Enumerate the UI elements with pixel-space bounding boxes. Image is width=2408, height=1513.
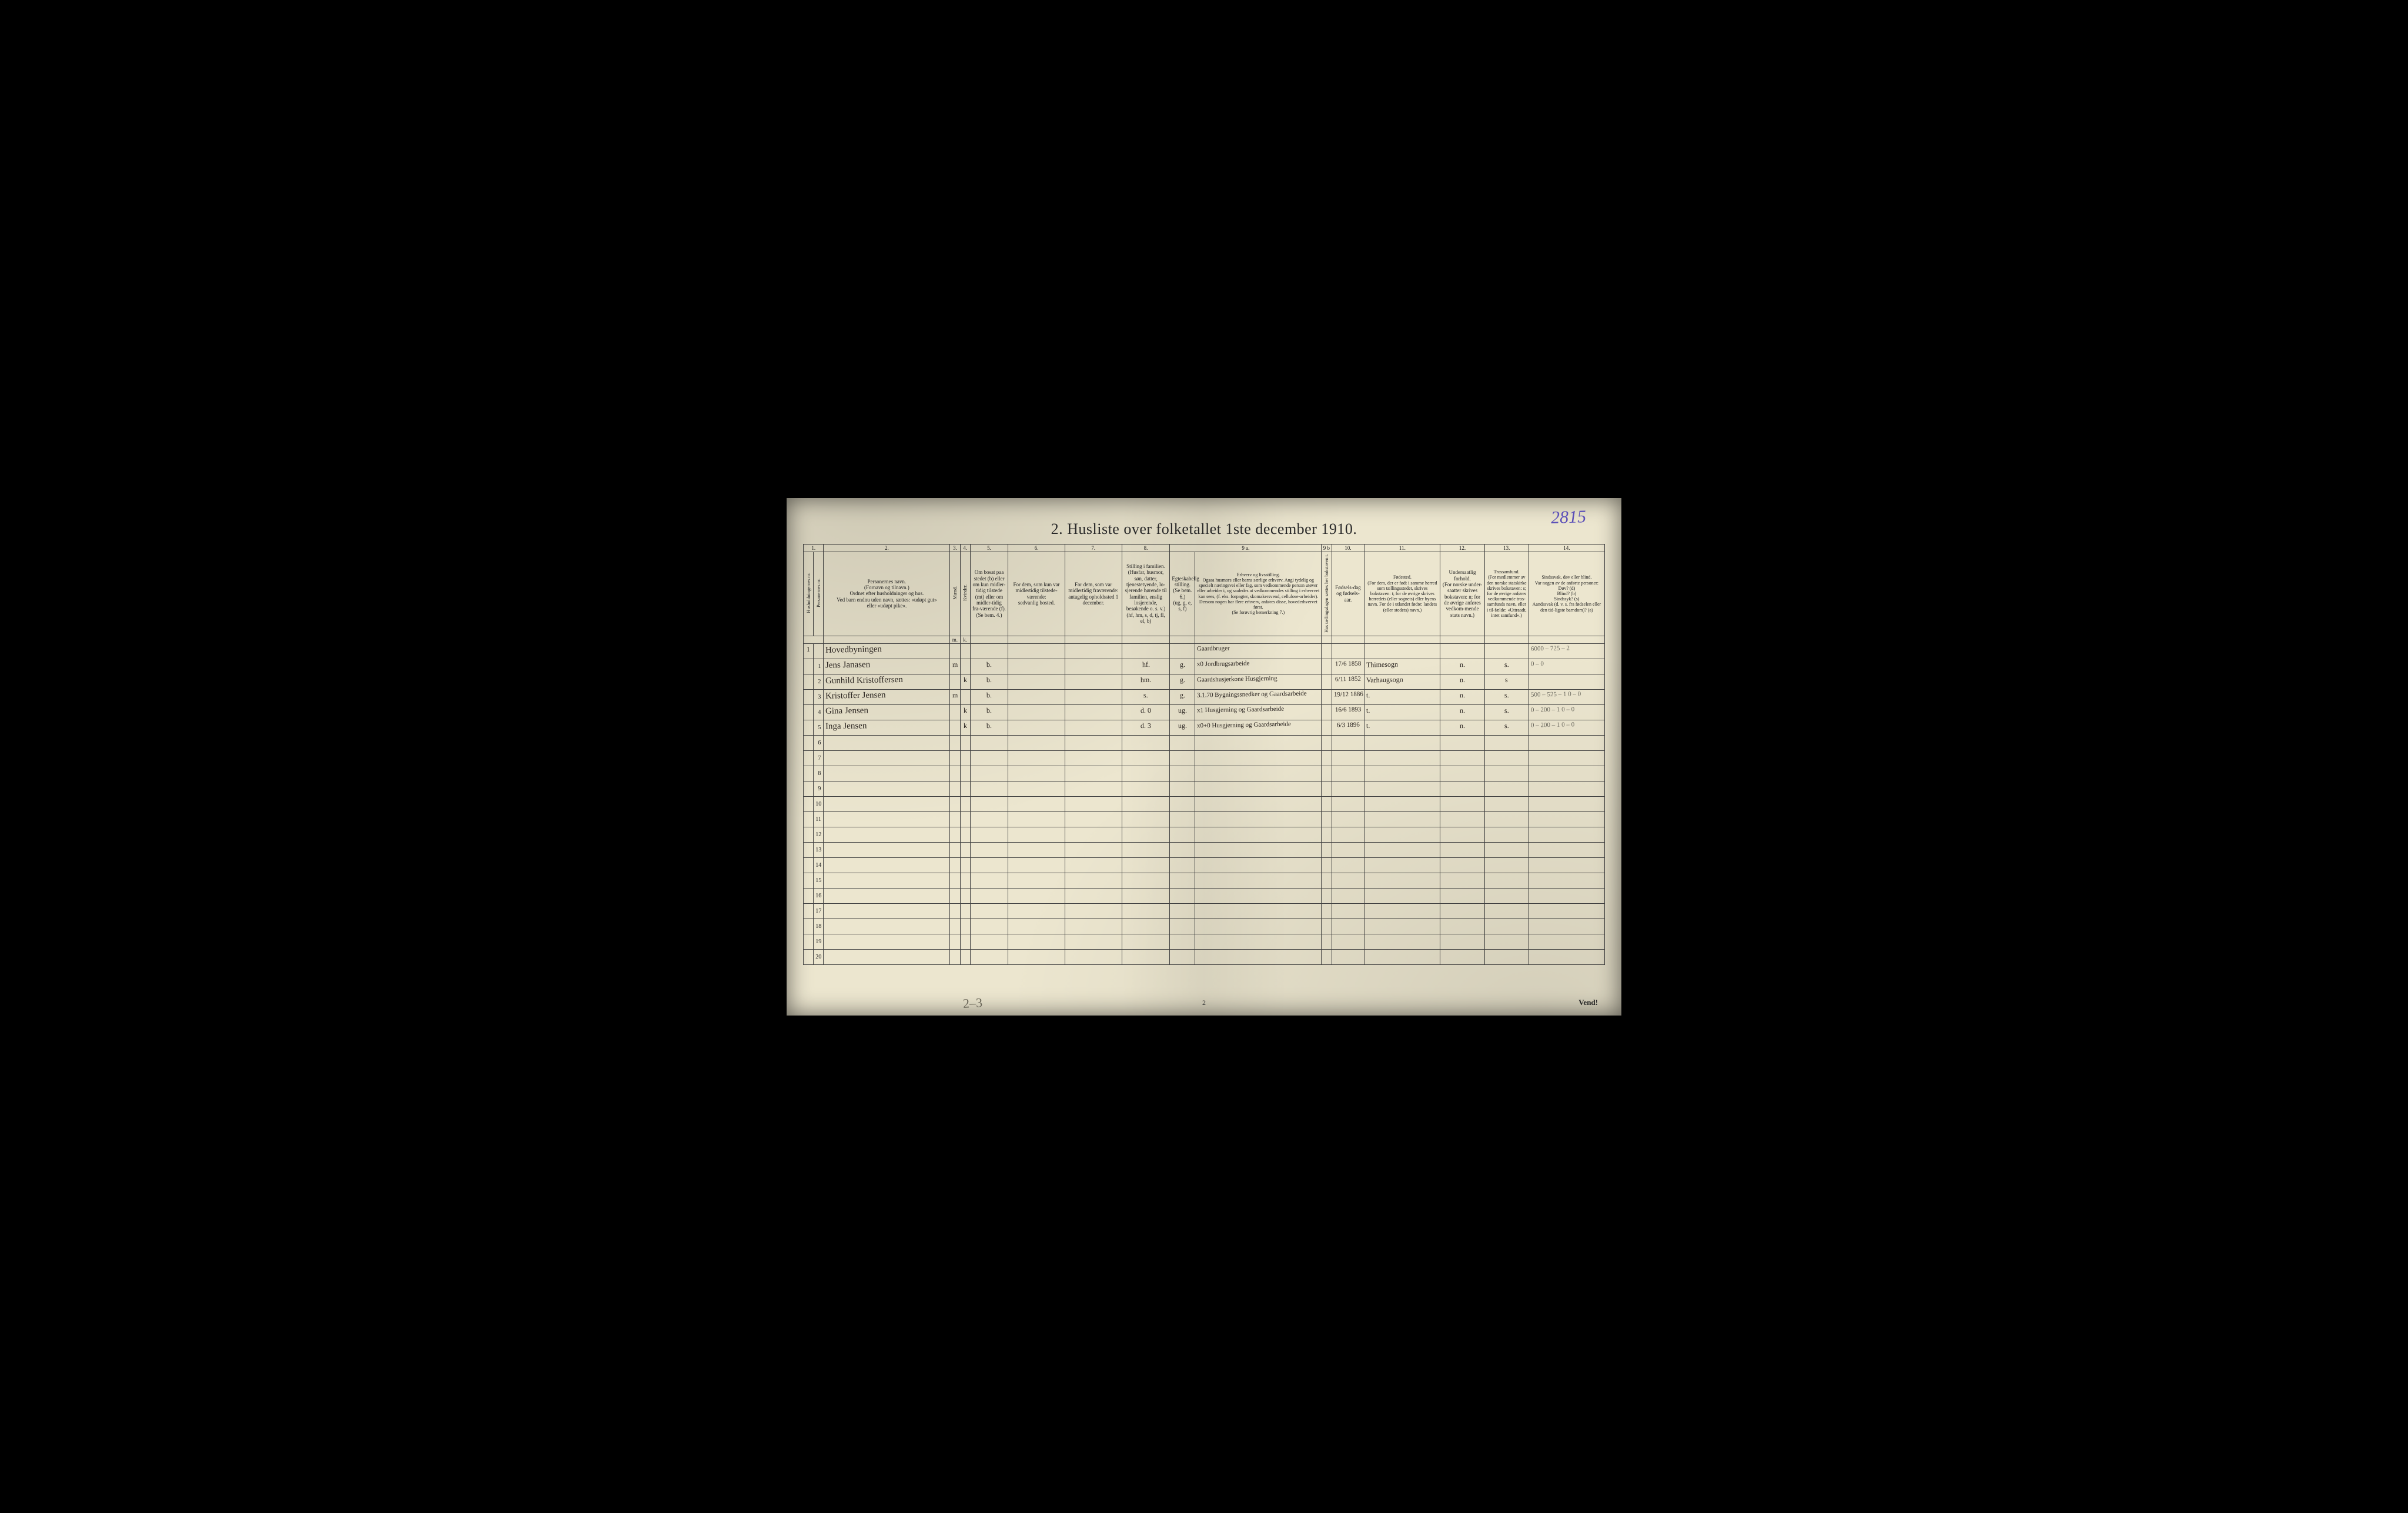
footer-vend: Vend! bbox=[1578, 998, 1598, 1007]
hdr-maend: Mænd. bbox=[950, 552, 960, 636]
hdr-midl-fravaer: For dem, som var midlertidig fraværende:… bbox=[1065, 552, 1122, 636]
table-row: 19 bbox=[804, 934, 1605, 949]
header-labels-row: Husholdningernes nr. Personernes nr. Per… bbox=[804, 552, 1605, 636]
page-title: 2. Husliste over folketallet 1ste decemb… bbox=[803, 520, 1605, 538]
hdr-trossamfund: Trossamfund. (For medlemmer av den norsk… bbox=[1484, 552, 1529, 636]
table-row: 15 bbox=[804, 873, 1605, 888]
table-row: 1Jens Janasenmb.hf.g.x0 Jordbrugsarbeide… bbox=[804, 659, 1605, 674]
table-row: 16 bbox=[804, 888, 1605, 903]
colnum-13: 13. bbox=[1484, 544, 1529, 552]
hdr-midl-tilstede: For dem, som kun var midlertidig tilsted… bbox=[1008, 552, 1065, 636]
colnum-8: 8. bbox=[1122, 544, 1170, 552]
colnum-14: 14. bbox=[1529, 544, 1604, 552]
hdr-person-nr: Personernes nr. bbox=[814, 552, 824, 636]
table-row: 12 bbox=[804, 827, 1605, 842]
hdr-sindssvak: Sindssvak, døv eller blind. Var nogen av… bbox=[1529, 552, 1604, 636]
census-page: 2815 2. Husliste over folketallet 1ste d… bbox=[787, 498, 1621, 1016]
table-row: 10 bbox=[804, 796, 1605, 811]
colnum-9b: 9 b bbox=[1322, 544, 1332, 552]
hdr-k: k. bbox=[960, 636, 970, 643]
table-body: 1HovedbyningenGaardbruger6000 – 725 – 21… bbox=[804, 643, 1605, 964]
table-row: 5Inga Jensenkb.d. 3ug.x0+0 Husgjerning o… bbox=[804, 720, 1605, 735]
colnum-1: 1. bbox=[804, 544, 824, 552]
colnum-9a: 9 a. bbox=[1170, 544, 1322, 552]
table-row: 11 bbox=[804, 811, 1605, 827]
footer-page-number: 2 bbox=[1202, 998, 1206, 1007]
table-row: 14 bbox=[804, 857, 1605, 873]
colnum-12: 12. bbox=[1440, 544, 1484, 552]
colnum-10: 10. bbox=[1332, 544, 1364, 552]
table-row: 8 bbox=[804, 766, 1605, 781]
table-row: 13 bbox=[804, 842, 1605, 857]
hdr-kvinder: Kvinder. bbox=[960, 552, 970, 636]
colnum-7: 7. bbox=[1065, 544, 1122, 552]
colnum-4: 4. bbox=[960, 544, 970, 552]
table-row: 4Gina Jensenkb.d. 0ug.x1 Husgjerning og … bbox=[804, 704, 1605, 720]
hdr-9b: Hus tællingsdagen sættes her bokstaven t… bbox=[1322, 552, 1332, 636]
hdr-m: m. bbox=[950, 636, 960, 643]
footer-pencil-note: 2–3 bbox=[962, 995, 982, 1011]
colnum-11: 11. bbox=[1364, 544, 1440, 552]
hdr-egteskab: Egteskabelig stilling. (Se bem. 6.) (ug,… bbox=[1170, 552, 1195, 636]
colnum-5: 5. bbox=[970, 544, 1008, 552]
table-row: 20 bbox=[804, 949, 1605, 964]
hdr-bosat: Om bosat paa stedet (b) eller om kun mid… bbox=[970, 552, 1008, 636]
hdr-familie-stilling: Stilling i familien. (Husfar, husmor, sø… bbox=[1122, 552, 1170, 636]
colnum-6: 6. bbox=[1008, 544, 1065, 552]
hdr-husholdning-nr: Husholdningernes nr. bbox=[804, 552, 814, 636]
colnum-3: 3. bbox=[950, 544, 960, 552]
hdr-navn: Personernes navn. (Fornavn og tilnavn.) … bbox=[824, 552, 950, 636]
table-row: 6 bbox=[804, 735, 1605, 750]
colnum-2: 2. bbox=[824, 544, 950, 552]
table-row: 3Kristoffer Jensenmb.s.g.3.1.70 Bygnings… bbox=[804, 689, 1605, 704]
header-mk-row: m. k. bbox=[804, 636, 1605, 643]
table-row: 18 bbox=[804, 919, 1605, 934]
table-row: 1HovedbyningenGaardbruger6000 – 725 – 2 bbox=[804, 643, 1605, 659]
census-table: 1. 2. 3. 4. 5. 6. 7. 8. 9 a. 9 b 10. 11.… bbox=[803, 544, 1605, 965]
hdr-undersaat: Undersaatlig forhold. (For norske under-… bbox=[1440, 552, 1484, 636]
handwritten-page-number: 2815 bbox=[1550, 506, 1586, 527]
table-row: 17 bbox=[804, 903, 1605, 919]
table-row: 9 bbox=[804, 781, 1605, 796]
table-row: 7 bbox=[804, 750, 1605, 766]
hdr-erhverv: Erhverv og livsstilling. Ogsaa husmors e… bbox=[1195, 552, 1322, 636]
header-numbers-row: 1. 2. 3. 4. 5. 6. 7. 8. 9 a. 9 b 10. 11.… bbox=[804, 544, 1605, 552]
hdr-fodsel: Fødsels-dag og fødsels-aar. bbox=[1332, 552, 1364, 636]
hdr-fodested: Fødested. (For dem, der er født i samme … bbox=[1364, 552, 1440, 636]
table-row: 2Gunhild Kristoffersenkb.hm.g.Gaardshusj… bbox=[804, 674, 1605, 689]
